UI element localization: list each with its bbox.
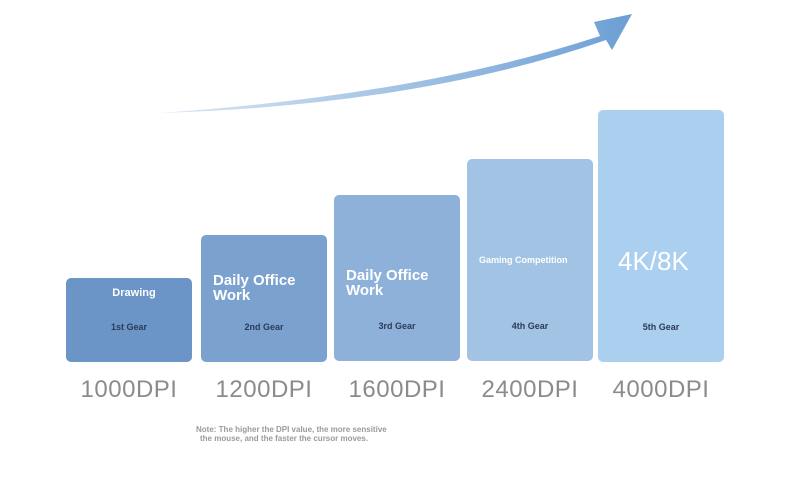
dpi-label: 2400DPI (481, 376, 579, 403)
gear-card: Daily Office Work 2nd Gear (201, 235, 327, 362)
dpi-label: 4000DPI (612, 376, 710, 403)
gear-level: 4th Gear (511, 321, 549, 331)
arrow-shape (160, 14, 632, 113)
gear-card: 4K/8K 5th Gear (598, 110, 724, 362)
gear-card: Drawing 1st Gear (66, 278, 192, 362)
gear-level: 3rd Gear (378, 321, 416, 331)
gear-title: Daily Office Work (346, 267, 429, 299)
dpi-label: 1000DPI (80, 376, 178, 403)
gear-title: Daily Office Work (213, 272, 296, 304)
gear-card: Gaming Competition 4th Gear (467, 159, 593, 361)
gear-level: 1st Gear (110, 322, 148, 332)
gear-level: 5th Gear (642, 322, 680, 332)
note-text: the mouse, and the faster the cursor mov… (200, 434, 369, 443)
dpi-label: 1200DPI (215, 376, 313, 403)
gear-level: 2nd Gear (244, 322, 284, 332)
note-text: Note: The higher the DPI value, the more… (196, 425, 387, 434)
dpi-label: 1600DPI (348, 376, 446, 403)
gear-title: Gaming Competition (479, 255, 568, 265)
gear-title: Drawing (112, 287, 156, 299)
gear-title: 4K/8K (618, 246, 689, 276)
gear-card: Daily Office Work 3rd Gear (334, 195, 460, 361)
